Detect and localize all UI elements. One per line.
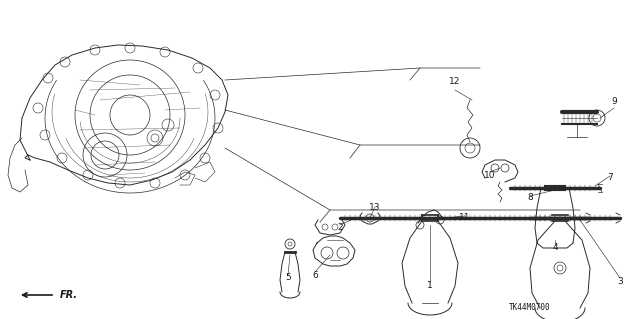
Text: 5: 5: [285, 273, 291, 283]
Text: 8: 8: [527, 194, 533, 203]
Text: 12: 12: [449, 78, 461, 86]
Text: 4: 4: [552, 243, 558, 253]
Text: 1: 1: [427, 280, 433, 290]
Text: 3: 3: [617, 278, 623, 286]
Text: TK44M0700: TK44M0700: [509, 303, 551, 313]
Text: 13: 13: [369, 203, 381, 211]
Text: 11: 11: [460, 213, 471, 222]
Text: 6: 6: [312, 271, 318, 279]
Text: 9: 9: [611, 98, 617, 107]
Text: FR.: FR.: [60, 290, 78, 300]
Text: 7: 7: [607, 174, 613, 182]
Text: 10: 10: [484, 170, 496, 180]
Text: 2: 2: [337, 224, 343, 233]
